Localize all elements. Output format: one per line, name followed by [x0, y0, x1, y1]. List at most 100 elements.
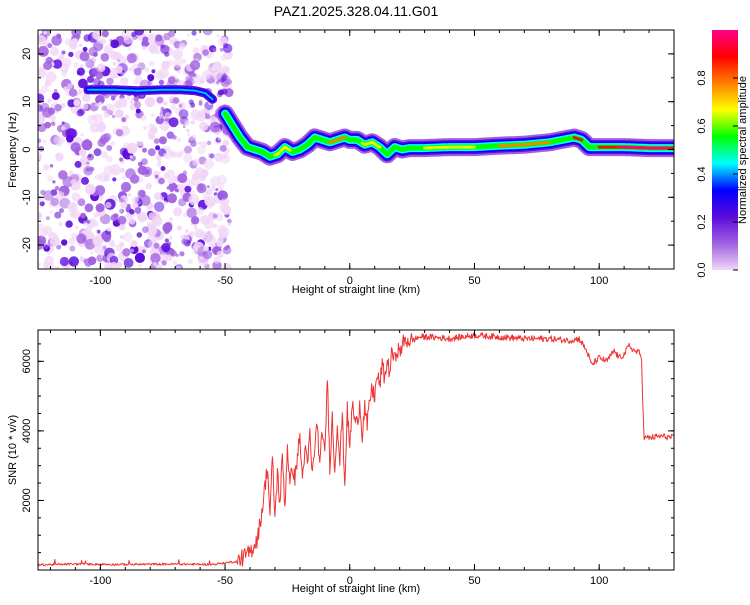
noise-blob	[186, 128, 190, 133]
noise-blob	[191, 30, 197, 36]
y-tick-label: 20	[21, 48, 33, 60]
noise-blob	[187, 259, 193, 265]
noise-blob	[119, 157, 124, 162]
noise-blob	[141, 226, 149, 234]
noise-blob	[100, 213, 111, 225]
noise-blob	[101, 30, 109, 38]
noise-blob	[93, 148, 102, 157]
figure-title: PAZ1.2025.328.04.11.G01	[274, 3, 439, 19]
noise-blob	[96, 122, 107, 133]
noise-blob	[54, 211, 62, 219]
noise-blob	[190, 60, 201, 71]
noise-blob	[216, 34, 220, 38]
x-tick-label: 0	[347, 275, 353, 287]
ridge-hot-core	[273, 136, 674, 157]
noise-blob	[216, 250, 224, 259]
snr-xlabel: Height of straight line (km)	[292, 583, 420, 595]
noise-blob	[217, 224, 228, 235]
noise-blob	[49, 164, 54, 168]
noise-blob	[184, 120, 191, 126]
noise-blob	[161, 242, 171, 253]
noise-blob	[152, 262, 157, 267]
noise-blob	[129, 155, 133, 159]
noise-blob	[126, 142, 138, 154]
noise-blob	[135, 108, 141, 114]
noise-blob	[219, 191, 229, 200]
noise-blob	[185, 229, 189, 233]
noise-blob	[42, 261, 50, 269]
noise-blob	[63, 86, 69, 92]
noise-blob	[176, 225, 182, 231]
noise-blob	[148, 133, 156, 140]
noise-blob	[177, 69, 181, 74]
noise-blob	[222, 139, 230, 147]
spectrogram-noise	[38, 30, 234, 269]
noise-blob	[163, 32, 171, 41]
noise-blob	[196, 207, 204, 215]
noise-blob	[122, 248, 131, 257]
noise-blob	[43, 190, 54, 201]
noise-blob	[222, 245, 232, 255]
noise-blob	[67, 83, 73, 89]
noise-blob	[44, 79, 52, 87]
noise-blob	[95, 103, 99, 107]
noise-blob	[86, 75, 95, 83]
noise-blob	[182, 213, 187, 218]
noise-blob	[80, 212, 86, 219]
noise-blob	[76, 109, 84, 117]
ridge-hot-segment	[572, 136, 584, 142]
noise-blob	[55, 266, 60, 269]
noise-blob	[119, 242, 125, 248]
noise-blob	[115, 129, 124, 137]
noise-blob	[59, 256, 69, 267]
noise-blob	[67, 99, 76, 108]
noise-blob	[181, 238, 188, 245]
noise-blob	[169, 217, 174, 222]
noise-blob	[98, 172, 109, 182]
noise-blob	[187, 133, 191, 137]
noise-blob	[61, 121, 65, 125]
noise-blob	[68, 170, 74, 176]
noise-blob	[47, 43, 53, 49]
ridge-hot-segment	[617, 145, 671, 150]
noise-blob	[202, 30, 213, 36]
noise-blob	[156, 155, 162, 161]
noise-blob	[178, 109, 189, 119]
noise-blob	[146, 42, 150, 46]
noise-blob	[161, 260, 167, 266]
noise-blob	[88, 46, 98, 57]
y-tick-label: 4000	[21, 419, 33, 443]
noise-blob	[96, 35, 104, 44]
noise-blob	[154, 201, 165, 212]
noise-blob	[192, 134, 196, 139]
noise-blob	[135, 140, 141, 147]
noise-blob	[38, 142, 41, 147]
snr-ylabel: SNR (10 * v/v)	[7, 415, 19, 485]
noise-blob	[38, 67, 46, 79]
noise-blob	[219, 144, 227, 152]
noise-blob	[74, 160, 82, 168]
noise-blob	[122, 232, 133, 242]
noise-blob	[99, 101, 103, 105]
noise-blob	[215, 188, 219, 192]
noise-blob	[213, 256, 221, 264]
noise-blob	[134, 207, 142, 214]
noise-blob	[168, 117, 179, 128]
noise-blob	[135, 75, 143, 84]
noise-blob	[209, 176, 221, 187]
noise-blob	[59, 208, 64, 214]
noise-blob	[176, 265, 182, 269]
noise-blob	[70, 142, 81, 153]
noise-blob	[167, 76, 176, 85]
noise-blob	[45, 56, 53, 64]
noise-blob	[160, 166, 166, 171]
noise-blob	[172, 48, 183, 60]
noise-blob	[69, 210, 77, 219]
noise-blob	[38, 35, 47, 46]
noise-blob	[76, 233, 87, 244]
noise-blob	[193, 74, 204, 85]
noise-blob	[163, 172, 170, 179]
noise-blob	[158, 253, 169, 264]
noise-blob	[187, 77, 196, 86]
